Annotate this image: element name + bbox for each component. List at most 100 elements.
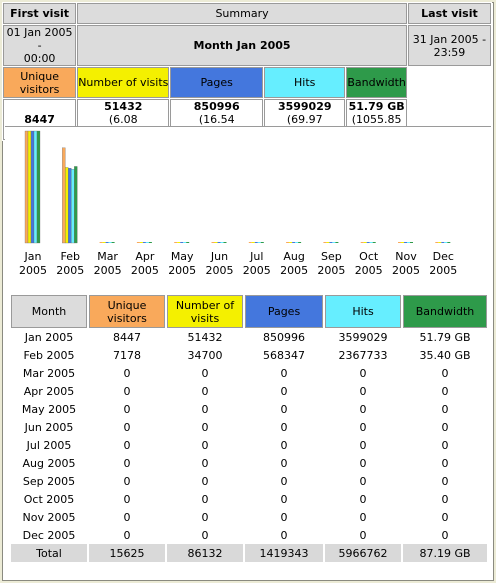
cell-bandwidth: 0 xyxy=(441,510,449,524)
cell-visitors: 0 xyxy=(123,456,131,470)
cell-bandwidth: 0 xyxy=(441,492,449,506)
monthly-table: Month Unique visitors Number of visits Pag… xyxy=(9,295,489,562)
bar-pages-8 xyxy=(329,242,333,243)
cell-bandwidth: 0 xyxy=(441,456,449,470)
cell-visits: 0 xyxy=(201,438,209,452)
bar-hits-9 xyxy=(369,242,373,243)
bar-visits-6 xyxy=(251,242,255,243)
bar-pages-9 xyxy=(366,242,370,243)
cell-pages: 0 xyxy=(280,366,288,380)
cell-visitors: 7178 xyxy=(113,348,141,362)
cell-visits: 34700 xyxy=(187,348,223,362)
cell-visitors: 0 xyxy=(123,474,131,488)
cell-visitors: 0 xyxy=(123,438,131,452)
cell-month: Nov 2005 xyxy=(22,510,76,524)
bar-bandwidth-11 xyxy=(447,242,451,243)
cell-month: Jul 2005 xyxy=(26,438,72,452)
x-tick-label: Aug xyxy=(283,250,304,263)
bar-hits-8 xyxy=(332,242,336,243)
cell-visits: 0 xyxy=(201,474,209,488)
cell-visitors: 0 xyxy=(123,510,131,524)
month-column-header: Month xyxy=(11,295,87,328)
bar-bandwidth-7 xyxy=(298,242,302,243)
x-tick-label: 2005 xyxy=(280,264,308,277)
cell-visits: 0 xyxy=(201,402,209,416)
table-row: Oct 2005 0 0 0 0 0 xyxy=(11,490,487,508)
bar-visitors-11 xyxy=(435,242,439,243)
cell-pages: 0 xyxy=(280,456,288,470)
bar-visits-9 xyxy=(363,242,367,243)
bar-bandwidth-2 xyxy=(111,242,115,243)
bar-pages-5 xyxy=(217,242,221,243)
cell-hits: 0 xyxy=(359,402,367,416)
cell-month: May 2005 xyxy=(21,402,77,416)
cell-pages: 0 xyxy=(280,510,288,524)
x-tick-label: 2005 xyxy=(94,264,122,277)
cell-visits: 0 xyxy=(201,492,209,506)
bar-visitors-0 xyxy=(24,130,29,244)
monthly-bar-chart: Jan2005Feb2005Mar2005Apr2005May2005Jun20… xyxy=(19,130,457,277)
bar-pages-0 xyxy=(30,130,35,244)
cell-hits: 0 xyxy=(359,438,367,452)
cell-bandwidth: 0 xyxy=(441,366,449,380)
bandwidth-column-header: Bandwidth xyxy=(403,295,487,328)
cell-visits: 0 xyxy=(201,384,209,398)
cell-pages: 0 xyxy=(280,420,288,434)
cell-visitors: 0 xyxy=(123,366,131,380)
cell-bandwidth: 35.40 GB xyxy=(419,348,471,362)
bar-visitors-9 xyxy=(360,242,364,243)
x-tick-label: Dec xyxy=(433,250,454,263)
x-tick-label: Apr xyxy=(135,250,155,263)
visits-header: Number of visits xyxy=(77,67,170,98)
bar-pages-4 xyxy=(180,242,184,243)
bar-hits-4 xyxy=(183,242,187,243)
cell-month: Dec 2005 xyxy=(22,528,76,542)
cell-pages: 0 xyxy=(280,528,288,542)
bar-visitors-2 xyxy=(99,242,103,243)
cell-bandwidth: 0 xyxy=(441,528,449,542)
bar-bandwidth-1 xyxy=(74,166,78,244)
cell-month: Feb 2005 xyxy=(23,348,75,362)
bar-hits-3 xyxy=(145,242,149,243)
bar-visits-4 xyxy=(177,242,181,243)
monthly-chart: Jan 2005 Feb 2005 Mar 2005 Apr 2005 May 2005 Jun 20… xyxy=(5,126,491,289)
cell-visits: 51432 xyxy=(187,330,223,344)
cell-bandwidth: 0 xyxy=(441,402,449,416)
cell-month: Mar 2005 xyxy=(22,366,76,380)
cell-hits: 0 xyxy=(359,492,367,506)
table-row: Jul 2005 0 0 0 0 0 xyxy=(11,436,487,454)
table-row: May 2005 0 0 0 0 0 xyxy=(11,400,487,418)
bar-visitors-3 xyxy=(136,242,140,243)
cell-hits: 0 xyxy=(359,528,367,542)
table-row: Mar 2005 0 0 0 0 0 xyxy=(11,364,487,382)
cell-bandwidth: 51.79 GB xyxy=(419,330,471,344)
bar-bandwidth-3 xyxy=(148,242,152,243)
bar-visits-1 xyxy=(65,167,69,244)
cell-pages: 0 xyxy=(280,384,288,398)
x-tick-label: Mar xyxy=(97,250,118,263)
bar-visitors-1 xyxy=(62,147,66,244)
cell-visits: 0 xyxy=(201,420,209,434)
cell-month: Oct 2005 xyxy=(23,492,75,506)
bar-pages-11 xyxy=(441,242,445,243)
bar-hits-5 xyxy=(220,242,224,243)
total-bandwidth: 87.19 GB xyxy=(403,544,487,562)
cell-visits: 0 xyxy=(201,366,209,380)
cell-pages: 568347 xyxy=(263,348,305,362)
cell-pages: 0 xyxy=(280,492,288,506)
unique-visitors-column-header: Unique visitors xyxy=(89,295,165,328)
cell-hits: 0 xyxy=(359,366,367,380)
bar-visitors-8 xyxy=(323,242,327,243)
bar-visitors-4 xyxy=(174,242,178,243)
x-tick-label: Sep xyxy=(321,250,342,263)
x-tick-label: Jul xyxy=(249,250,263,263)
cell-pages: 0 xyxy=(280,402,288,416)
table-row: Aug 2005 0 0 0 0 0 xyxy=(11,454,487,472)
bar-pages-6 xyxy=(254,242,258,243)
cell-hits: 0 xyxy=(359,510,367,524)
cell-visitors: 8447 xyxy=(113,330,141,344)
hits-header: Hits xyxy=(264,67,346,98)
x-tick-label: May xyxy=(171,250,194,263)
cell-hits: 0 xyxy=(359,456,367,470)
cell-pages: 0 xyxy=(280,438,288,452)
